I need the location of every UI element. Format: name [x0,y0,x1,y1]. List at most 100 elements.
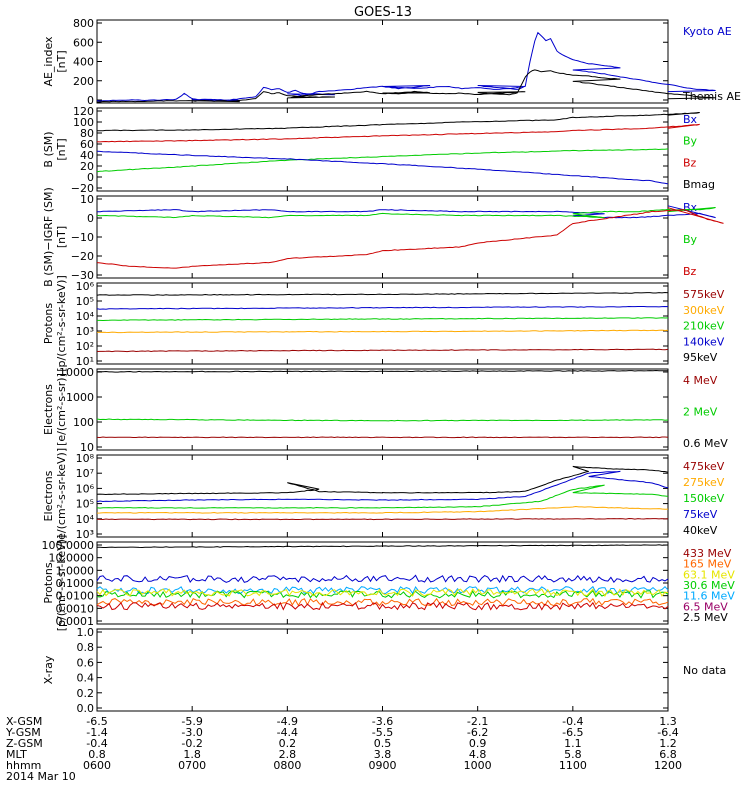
series-line [96,148,669,173]
xaxis-row-label: Z-GSM [6,737,43,750]
panel-frame-b-sm [96,107,669,192]
series-line [97,544,669,549]
ytick-label: 10 [80,193,94,206]
xaxis-row-value: -0.4 [562,715,583,728]
xaxis-row-value: -6.5 [562,726,583,739]
ytick-label: 800 [73,17,94,30]
xaxis-row-value: 0.8 [88,748,106,761]
ytick-label: 10⁵ [76,498,94,511]
ylabel-line2: [e/(cm²-s-sr-keV)] [55,448,68,544]
ylabel-line2: [nT] [55,226,68,248]
xaxis-row-value: 1.2 [659,737,677,750]
series-line [96,465,669,496]
ytick-label: 0.8 [77,641,95,654]
ylabel-line1: Electrons [42,384,55,435]
xaxis-row-value: 0.9 [469,737,487,750]
xaxis-row-value: 0600 [83,759,111,772]
xaxis-date: 2014 Mar 10 [6,770,76,783]
xaxis-row-value: 0700 [178,759,206,772]
ytick-label: 1.0000 [56,564,95,577]
ylabel-line1: B (SM) [42,131,55,167]
panel-frame-ae-index [96,19,669,104]
panel-frame-b-igrf [96,195,669,279]
ytick-label: 400 [73,56,94,69]
legend-entry: 140keV [683,335,725,348]
series-line [96,207,724,269]
ytick-label: 10000 [59,366,94,379]
xaxis-row-value: 1200 [654,759,682,772]
legend-entry: 30.6 MeV [683,579,735,592]
xaxis-row-label: MLT [6,748,27,761]
xaxis-row-value: -6.4 [657,726,678,739]
ytick-label: −10 [71,231,94,244]
legend-entry: 433 MeV [683,547,732,560]
ylabel-line1: Protons [42,562,55,603]
series-line [96,597,669,607]
series-line [96,418,669,422]
xaxis-row-value: -1.4 [86,726,107,739]
series-line [96,31,716,102]
legend-entry: No data [683,664,726,677]
xaxis-row-value: -4.4 [277,726,298,739]
ytick-label: 10.0000 [49,552,95,565]
ytick-label: 0.0100 [56,590,95,603]
ytick-label: 0.1000 [56,577,95,590]
series-line [96,589,669,599]
series-line [96,505,669,514]
xaxis-row-value: 4.8 [469,748,487,761]
xaxis-row-value: 6.8 [659,748,677,761]
xaxis-row-value: 0800 [273,759,301,772]
legend-entry: Bz [683,265,697,278]
legend-entry: 0.6 MeV [683,437,728,450]
xaxis-row-value: -3.6 [372,715,393,728]
legend-entry: 210keV [683,320,725,333]
series-line [96,291,669,296]
xaxis-row-value: -4.9 [277,715,298,728]
xaxis-row-value: 1.3 [659,715,677,728]
panel-frame-x-ray [96,628,669,712]
xaxis-row-value: -6.5 [86,715,107,728]
xaxis-row-value: 0.2 [279,737,297,750]
plot-title: GOES-13 [354,5,412,20]
legend-entry: 75keV [683,508,718,521]
ylabel-line1: X-ray [42,655,55,684]
legend-entry: 300keV [683,304,725,317]
ytick-label: 10 [80,441,94,454]
ylabel-line2: [p/(cm²-s-sr-keV)] [55,535,68,632]
xaxis-row-label: Y-GSM [5,726,41,739]
ytick-label: 10⁶ [76,280,95,293]
ytick-label: 1.0 [77,626,95,639]
xaxis-row-value: -0.4 [86,737,107,750]
xaxis-row-value: 1000 [464,759,492,772]
xaxis-row-value: 0.5 [374,737,392,750]
series-line [96,601,669,611]
legend-entry: Bmag [683,178,715,191]
series-line [96,348,669,353]
ytick-label: 0 [87,212,94,225]
ytick-label: 100.0000 [42,539,95,552]
xaxis-row-value: 5.8 [564,748,582,761]
ytick-label: −30 [71,269,94,282]
xaxis-row-value: -6.2 [467,726,488,739]
legend-entry: Themis AE [682,90,741,103]
xaxis-row-label: X-GSM [6,715,42,728]
xaxis-row-label: hhmm [6,759,41,772]
ytick-label: 10⁴ [76,513,95,526]
ytick-label: 0.2 [77,687,95,700]
ylabel-line1: Protons [42,303,55,344]
xaxis-row-value: 1.8 [183,748,201,761]
series-line [96,329,669,334]
ytick-label: 10⁴ [76,310,95,323]
ytick-label: 0.6 [77,656,95,669]
ytick-label: 10¹ [76,355,94,368]
series-line [96,470,669,503]
legend-entry: 63.1 MeV [683,568,735,581]
series-line [96,484,669,509]
ylabel-line2: [e/(cm²-s-sr)] [55,373,68,446]
series-line [96,150,669,185]
legend-entry: By [683,135,698,148]
ytick-label: 10⁸ [76,452,95,465]
ytick-label: 120 [73,105,94,118]
series-line [96,123,700,143]
